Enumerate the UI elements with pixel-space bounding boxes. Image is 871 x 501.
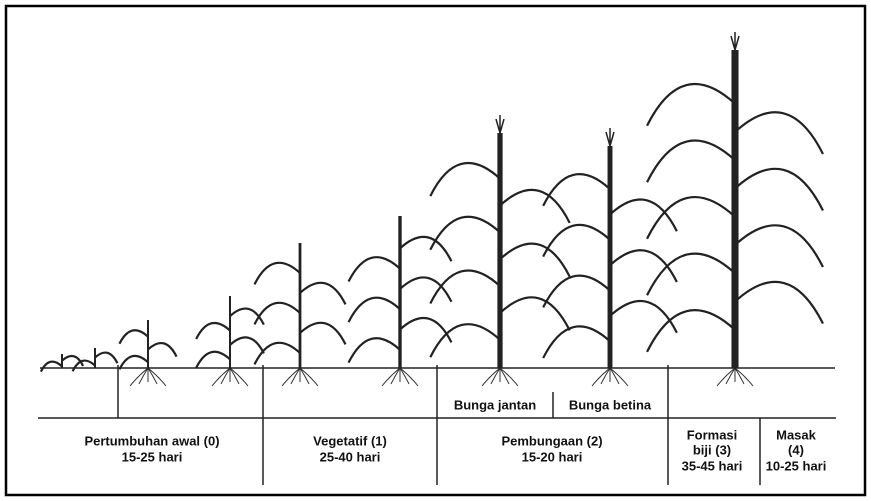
page: {"flower_labels": ["Bunga jantan", "Bung… (0, 0, 871, 501)
flower-label: Bunga betina (569, 397, 652, 412)
stage-duration: 15-25 hari (122, 449, 183, 464)
stage-label: Vegetatif (1) (313, 433, 387, 448)
stage-duration: 25-40 hari (320, 449, 381, 464)
maize-growth-diagram: Bunga jantan Bunga betina Pertumbuhan aw… (0, 0, 871, 501)
stage-label: Masak (776, 427, 817, 442)
stage-label: Formasi (687, 427, 738, 442)
stage-label: Pembungaan (2) (501, 433, 602, 448)
stage-label: (4) (788, 442, 804, 457)
flower-label: Bunga jantan (454, 397, 536, 412)
stage-duration: 15-20 hari (522, 449, 583, 464)
stage-duration: 35-45 hari (682, 458, 743, 473)
stage-duration: 10-25 hari (766, 458, 827, 473)
stage-label: Pertumbuhan awal (0) (84, 433, 219, 448)
stage-label: biji (3) (693, 442, 731, 457)
